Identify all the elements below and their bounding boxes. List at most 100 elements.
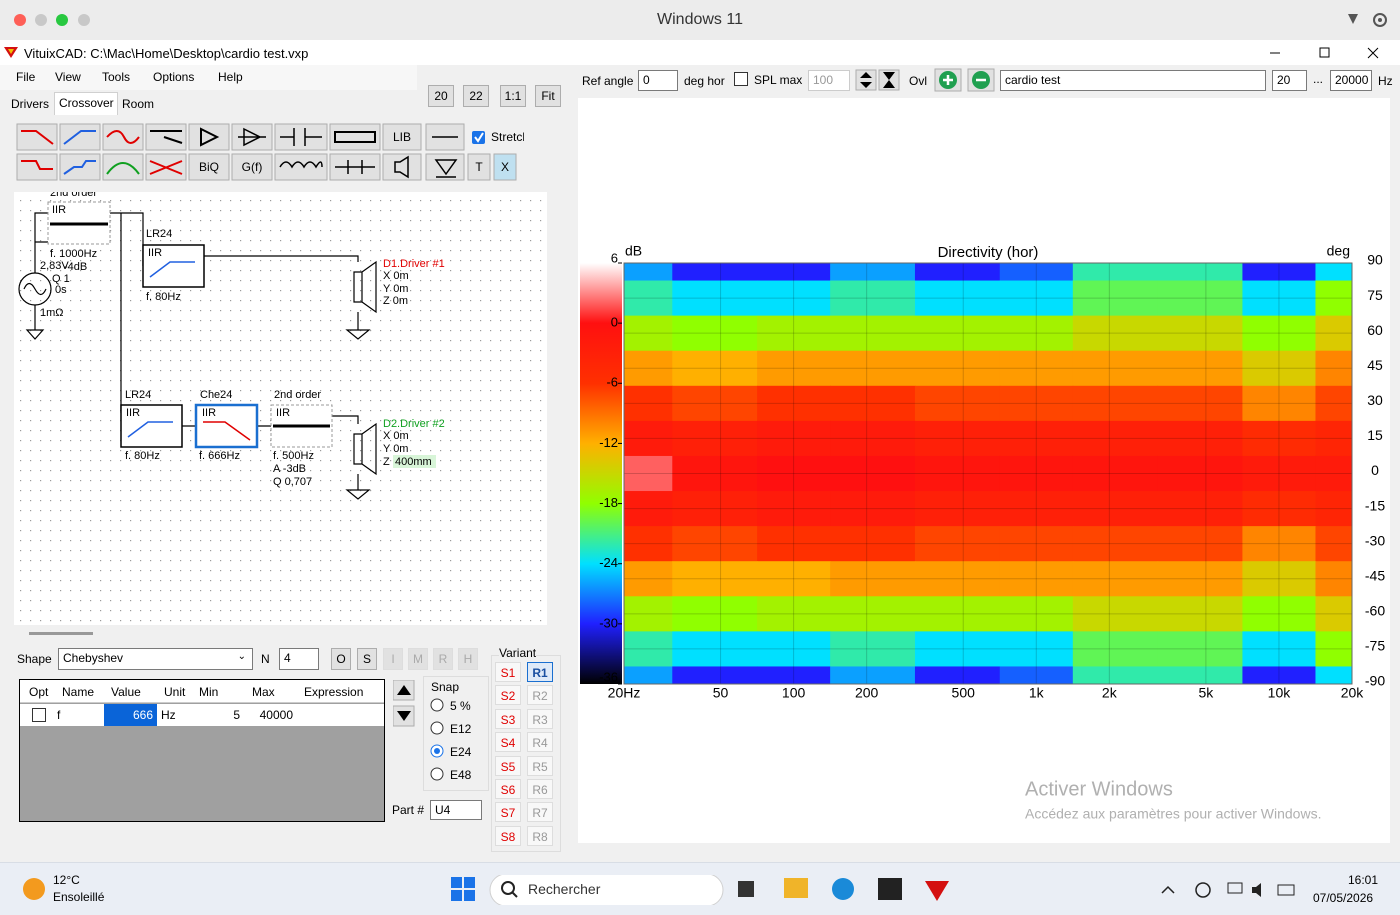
fmin-input[interactable]: 20 [1272,70,1307,91]
colorbar-tick-label: 0 [611,315,618,330]
lib-button[interactable]: LIB [393,130,411,144]
tab[interactable]: Drivers [11,97,49,111]
row-arrows[interactable] [393,680,415,728]
app-window-buttons[interactable] [1260,42,1390,64]
mode-button[interactable]: I [383,648,403,670]
variant-button[interactable]: R7 [527,802,553,823]
heatmap-cell [999,350,1074,387]
block-param: f. 80Hz [146,291,181,303]
x-tick-label: 1k [1029,685,1045,701]
snap-radios[interactable] [430,698,446,788]
heatmap-cell [999,561,1074,597]
taskbar-icons[interactable] [450,875,960,905]
variant-button[interactable]: S8 [495,825,521,846]
zoom-button[interactable]: 22 [463,85,489,107]
menu-item[interactable]: Tools [102,70,131,84]
heatmap-cell [914,631,1001,667]
heatmap-cell [672,263,758,282]
col-header: Name [62,685,95,699]
snap-option[interactable]: E24 [450,745,472,759]
project-name-input[interactable]: cardio test [1000,70,1266,91]
snap-option[interactable]: 5 % [450,699,471,713]
spl-max-input[interactable]: 100 [808,70,850,91]
host-icons[interactable] [1345,10,1393,30]
mode-button[interactable]: R [433,648,453,670]
watermark-title: Activer Windows [1025,778,1173,800]
schematic: 2nd order IIR f. 1000Hz 2,83V -4dB Q 1 0… [14,192,547,625]
heatmap-cell [757,420,831,457]
variant-button[interactable]: S6 [495,779,521,799]
tab-active[interactable]: Crossover [54,92,118,115]
n-select[interactable]: 4 [279,648,319,670]
heatmap-cell [1315,280,1353,317]
window-controls[interactable] [0,0,120,40]
search-box[interactable]: Rechercher [528,881,601,897]
block-label: 2nd order [274,389,321,401]
menu-item[interactable]: Help [218,70,243,84]
menu-item[interactable]: View [55,70,81,84]
cell-selected[interactable]: 666 [104,704,157,726]
part-input[interactable]: U4 [430,800,482,820]
variant-button[interactable]: R1 [527,662,553,682]
tray-icons[interactable] [1160,879,1300,901]
chart-title: Directivity (hor) [938,244,1039,261]
mode-button[interactable]: S [357,648,377,670]
source-gain: -4dB [64,261,87,273]
gf-button[interactable]: G(f) [242,160,263,174]
variant-button[interactable]: R6 [527,779,553,799]
fmax-input[interactable]: 20000 [1330,70,1372,91]
table-row[interactable]: f 666 Hz 5 40000 [20,704,384,726]
variant-button[interactable]: R3 [527,708,553,729]
spl-max-checkbox[interactable] [734,72,748,86]
spin-buttons[interactable] [855,69,901,91]
colorbar [580,263,622,684]
mode-button[interactable]: H [458,648,478,670]
mode-button[interactable]: O [331,648,351,670]
variant-button[interactable]: S4 [495,732,521,753]
shape-select[interactable]: Chebyshev ⌄ [58,648,253,670]
biq-button[interactable]: BiQ [199,160,219,174]
taskbar: 12°C Ensoleillé Rechercher 16:01 07/05/2… [0,862,1400,915]
weather-icon[interactable] [22,877,46,901]
variant-button[interactable]: S3 [495,708,521,729]
menu-item[interactable]: File [16,70,36,84]
x-tick-label: 20Hz [608,685,641,701]
scrollbar[interactable] [29,632,93,635]
menu-item[interactable]: Options [153,70,195,84]
variant-button[interactable]: S5 [495,755,521,776]
heatmap-cell [830,631,916,667]
mode-button[interactable]: M [408,648,428,670]
zoom-button[interactable]: Fit [535,85,561,107]
spl-max-label: SPL max [754,73,803,87]
add-remove-buttons[interactable] [934,68,996,92]
t-button[interactable]: T [475,160,483,174]
heatmap-cell [624,491,673,527]
heatmap-cell [914,280,1001,317]
zoom-button[interactable]: 1:1 [500,85,526,107]
tab[interactable]: Room [122,97,155,111]
heatmap-cell [624,631,673,667]
snap-option[interactable]: E12 [450,722,472,736]
directivity-chart: Directivity (hor) dB deg 60-6-12-18-24-3… [578,98,1390,843]
unit-label: Hz [1378,74,1393,88]
zoom-button[interactable]: 20 [428,85,454,107]
heatmap-cell [672,455,758,492]
variant-button[interactable]: S2 [495,685,521,706]
heatmap-cell [830,491,916,527]
driver-param: Y 0m [383,283,408,295]
heatmap-cell [672,596,758,632]
variant-button[interactable]: S7 [495,802,521,823]
heatmap-cell [914,350,1001,387]
block-kind: IIR [148,247,162,259]
variant-button[interactable]: R5 [527,755,553,776]
ref-angle-input[interactable]: 0 [638,70,678,91]
variant-button[interactable]: R8 [527,825,553,846]
snap-option[interactable]: E48 [450,768,472,782]
variant-button[interactable]: R4 [527,732,553,753]
part-buttons[interactable] [16,123,517,181]
variant-button[interactable]: R2 [527,685,553,706]
x-button[interactable]: X [501,160,509,174]
opt-checkbox[interactable] [32,708,46,722]
variant-button[interactable]: S1 [495,662,521,682]
